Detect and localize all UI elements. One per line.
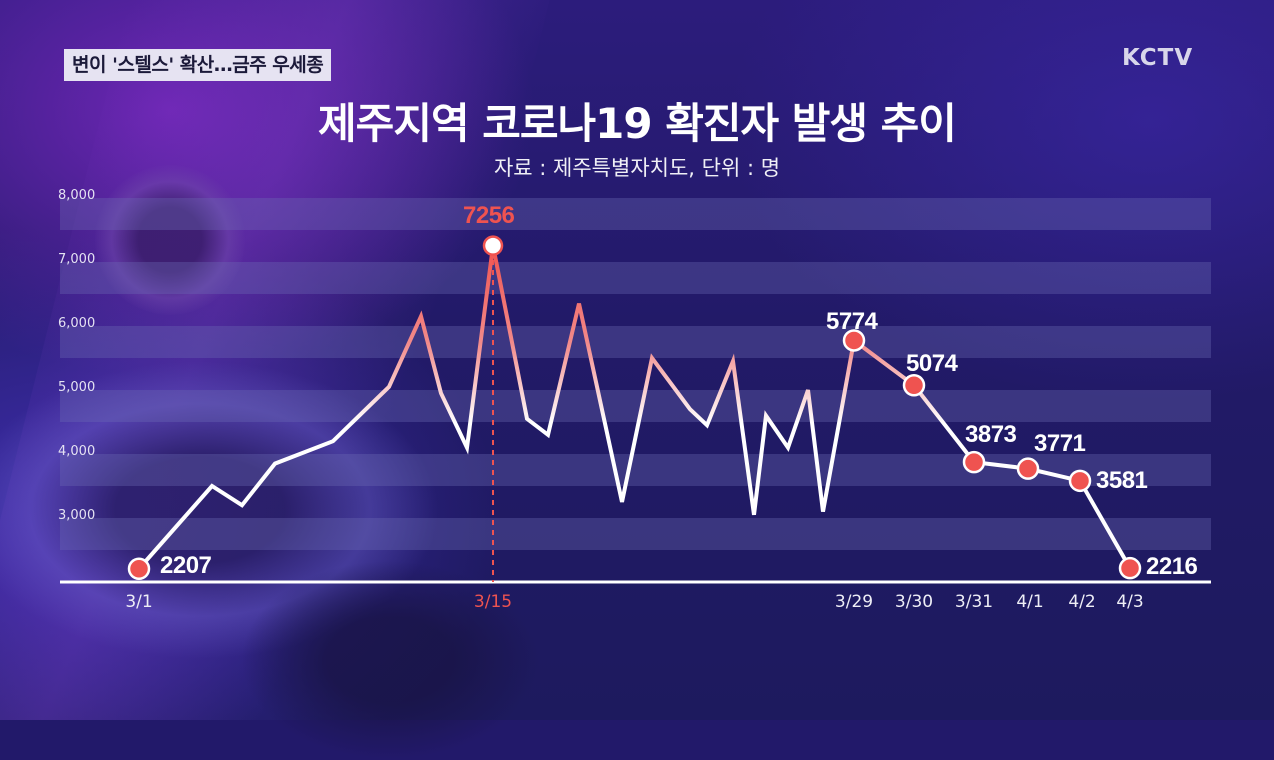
y-tick-label: 7,000 [58,252,96,267]
x-tick-label: 3/31 [954,592,994,612]
data-label: 2216 [1146,553,1198,580]
x-tick-label: 3/30 [894,592,934,612]
data-label: 3873 [965,421,1017,448]
grid-band [60,518,1211,550]
data-point-markers [127,235,1142,581]
y-tick-label: 6,000 [58,316,96,331]
data-point-marker [127,557,151,581]
grid-band [60,262,1211,294]
channel-logo: KCTV [1122,45,1194,71]
peak-marker [482,235,504,256]
data-point-marker [1118,556,1142,580]
data-label: 2207 [160,552,212,579]
y-tick-label: 4,000 [58,444,96,459]
x-tick-label: 4/1 [1016,592,1044,612]
y-tick-label: 8,000 [58,188,96,203]
chart-subtitle: 자료 : 제주특별자치도, 단위 : 명 [493,156,781,180]
line-chart [60,235,1211,584]
y-tick-label: 5,000 [58,380,96,395]
data-point-marker [962,450,986,474]
data-label: 3771 [1034,430,1086,457]
data-point-marker [1068,469,1092,493]
series-line [137,245,1132,571]
data-label: 5774 [826,308,878,335]
data-point-marker [1016,457,1040,480]
data-point-marker [842,329,866,352]
data-point-marker [902,374,926,397]
x-tick-label: 4/2 [1068,592,1096,612]
chart-title: 제주지역 코로나19 확진자 발생 추이 [318,99,957,148]
news-tag: 변이 '스텔스' 확산…금주 우세종 [64,49,332,81]
x-tick-label: 3/29 [834,592,874,612]
data-label-highlight: 7256 [463,202,515,229]
grid-band [60,198,1211,230]
grid-band [60,326,1211,358]
data-label: 5074 [906,350,958,377]
virus-illustration [95,165,245,315]
grid-band [60,390,1211,422]
y-tick-label: 3,000 [58,508,96,523]
x-tick-label-highlight: 3/15 [473,592,513,612]
data-label: 3581 [1096,467,1148,494]
x-tick-label: 3/1 [125,592,153,612]
x-tick-label: 4/3 [1116,592,1144,612]
